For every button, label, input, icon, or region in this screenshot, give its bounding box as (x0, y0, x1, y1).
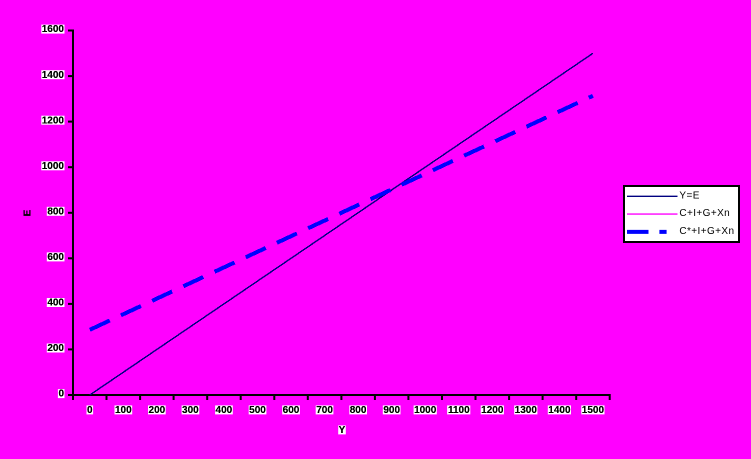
svg-text:900: 900 (383, 405, 400, 416)
svg-text:0: 0 (58, 389, 64, 400)
svg-text:E: E (23, 209, 34, 216)
svg-text:Y: Y (339, 425, 346, 436)
svg-text:1200: 1200 (481, 405, 504, 416)
svg-text:300: 300 (182, 405, 199, 416)
svg-text:400: 400 (216, 405, 233, 416)
svg-text:1400: 1400 (548, 405, 571, 416)
svg-text:1100: 1100 (448, 405, 470, 416)
svg-text:400: 400 (47, 298, 64, 309)
svg-text:1200: 1200 (42, 115, 65, 126)
svg-text:C+I+G+Xn: C+I+G+Xn (679, 208, 730, 219)
svg-text:0: 0 (87, 405, 93, 416)
svg-text:900: 900 (383, 405, 400, 416)
svg-text:100: 100 (115, 405, 132, 416)
svg-text:0: 0 (87, 405, 93, 416)
svg-text:100: 100 (115, 405, 132, 416)
svg-text:1400: 1400 (548, 405, 571, 416)
svg-text:600: 600 (283, 405, 300, 416)
svg-text:C*+I+G+Xn: C*+I+G+Xn (679, 226, 734, 237)
svg-text:400: 400 (47, 298, 64, 309)
svg-text:200: 200 (149, 405, 166, 416)
svg-text:800: 800 (47, 206, 64, 217)
svg-text:Y: Y (339, 425, 346, 436)
svg-text:1000: 1000 (42, 161, 65, 172)
svg-text:1000: 1000 (42, 161, 65, 172)
svg-text:800: 800 (350, 405, 367, 416)
svg-text:1300: 1300 (515, 405, 538, 416)
svg-text:E: E (23, 209, 34, 216)
svg-text:200: 200 (149, 405, 166, 416)
svg-text:1300: 1300 (515, 405, 538, 416)
svg-text:0: 0 (58, 389, 64, 400)
svg-text:1000: 1000 (414, 405, 437, 416)
svg-text:500: 500 (249, 405, 266, 416)
svg-text:1600: 1600 (42, 24, 65, 35)
svg-text:1500: 1500 (582, 405, 605, 416)
svg-text:700: 700 (316, 405, 333, 416)
svg-text:1500: 1500 (582, 405, 605, 416)
svg-text:300: 300 (182, 405, 199, 416)
svg-text:1400: 1400 (42, 70, 65, 81)
svg-text:1200: 1200 (42, 115, 65, 126)
svg-text:1200: 1200 (481, 405, 504, 416)
svg-text:700: 700 (316, 405, 333, 416)
svg-text:800: 800 (47, 206, 64, 217)
svg-text:1400: 1400 (42, 70, 65, 81)
svg-text:800: 800 (350, 405, 367, 416)
svg-text:200: 200 (47, 343, 64, 354)
svg-text:Y=E: Y=E (679, 190, 699, 201)
svg-text:200: 200 (47, 343, 64, 354)
svg-text:1600: 1600 (42, 24, 65, 35)
svg-text:600: 600 (283, 405, 300, 416)
svg-text:400: 400 (216, 405, 233, 416)
svg-text:1100: 1100 (448, 405, 470, 416)
svg-text:500: 500 (249, 405, 266, 416)
svg-text:600: 600 (47, 252, 64, 263)
svg-text:1000: 1000 (414, 405, 437, 416)
svg-text:600: 600 (47, 252, 64, 263)
